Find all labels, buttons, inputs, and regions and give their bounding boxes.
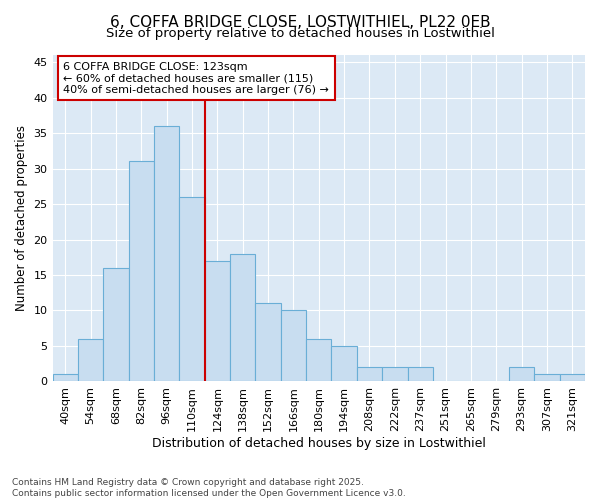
Bar — [230, 254, 256, 382]
Bar — [256, 304, 281, 382]
X-axis label: Distribution of detached houses by size in Lostwithiel: Distribution of detached houses by size … — [152, 437, 486, 450]
Bar — [534, 374, 560, 382]
Bar — [128, 162, 154, 382]
Text: Contains HM Land Registry data © Crown copyright and database right 2025.
Contai: Contains HM Land Registry data © Crown c… — [12, 478, 406, 498]
Bar — [407, 368, 433, 382]
Text: 6, COFFA BRIDGE CLOSE, LOSTWITHIEL, PL22 0EB: 6, COFFA BRIDGE CLOSE, LOSTWITHIEL, PL22… — [110, 15, 490, 30]
Bar — [331, 346, 357, 382]
Bar — [179, 197, 205, 382]
Bar — [78, 339, 103, 382]
Y-axis label: Number of detached properties: Number of detached properties — [15, 125, 28, 311]
Bar — [357, 368, 382, 382]
Bar — [560, 374, 585, 382]
Text: 6 COFFA BRIDGE CLOSE: 123sqm
← 60% of detached houses are smaller (115)
40% of s: 6 COFFA BRIDGE CLOSE: 123sqm ← 60% of de… — [63, 62, 329, 94]
Bar — [509, 368, 534, 382]
Bar — [281, 310, 306, 382]
Bar — [306, 339, 331, 382]
Bar — [382, 368, 407, 382]
Bar — [103, 268, 128, 382]
Text: Size of property relative to detached houses in Lostwithiel: Size of property relative to detached ho… — [106, 28, 494, 40]
Bar — [154, 126, 179, 382]
Bar — [205, 261, 230, 382]
Bar — [53, 374, 78, 382]
